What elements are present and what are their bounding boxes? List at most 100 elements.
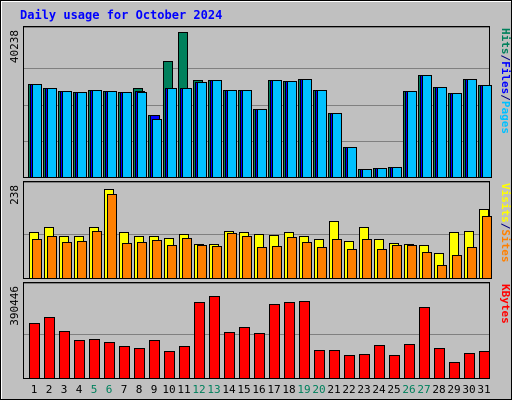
- bar-sites-1: [32, 239, 42, 279]
- x-label-27: 27: [417, 383, 430, 396]
- bar-sites-25: [392, 245, 402, 279]
- bar-kbytes-4: [74, 340, 85, 379]
- bar-kbytes-21: [329, 350, 340, 379]
- bar-kbytes-29: [449, 362, 460, 379]
- bar-sites-19: [302, 242, 312, 279]
- bar-sites-13: [212, 246, 222, 279]
- x-label-17: 17: [267, 383, 280, 396]
- bar-kbytes-18: [284, 302, 295, 379]
- x-label-12: 12: [192, 383, 205, 396]
- x-label-24: 24: [372, 383, 386, 396]
- bar-pages-30: [467, 79, 477, 178]
- bar-kbytes-16: [254, 333, 265, 379]
- bar-pages-10: [167, 88, 177, 178]
- legend-item: Files: [499, 61, 512, 94]
- x-label-29: 29: [447, 383, 460, 396]
- bar-kbytes-15: [239, 327, 250, 379]
- bar-kbytes-1: [29, 323, 40, 379]
- bar-sites-12: [197, 245, 207, 279]
- bar-sites-20: [317, 247, 327, 279]
- x-label-30: 30: [462, 383, 475, 396]
- bar-kbytes-6: [104, 342, 115, 379]
- bar-sites-9: [152, 240, 162, 279]
- bar-sites-16: [257, 247, 267, 279]
- bar-sites-7: [122, 243, 132, 279]
- x-label-4: 4: [76, 383, 83, 396]
- x-label-3: 3: [61, 383, 68, 396]
- bar-kbytes-23: [359, 354, 370, 379]
- bar-pages-29: [452, 93, 462, 178]
- bar-pages-24: [377, 168, 387, 178]
- bar-kbytes-22: [344, 355, 355, 379]
- bar-pages-27: [422, 75, 432, 178]
- bar-sites-15: [242, 236, 252, 279]
- x-label-18: 18: [282, 383, 295, 396]
- bar-pages-6: [107, 91, 117, 178]
- legend-visits-sites: Visits/Sites: [499, 183, 512, 263]
- bar-pages-8: [137, 92, 147, 178]
- x-label-23: 23: [357, 383, 370, 396]
- x-label-5: 5: [91, 383, 98, 396]
- bar-sites-18: [287, 237, 297, 279]
- bar-sites-3: [62, 242, 72, 279]
- bar-kbytes-27: [419, 307, 430, 379]
- x-label-10: 10: [162, 383, 175, 396]
- bar-sites-14: [227, 233, 237, 279]
- bar-kbytes-12: [194, 302, 205, 379]
- bar-kbytes-31: [479, 351, 490, 379]
- bar-pages-1: [32, 84, 42, 178]
- legend-item: Hits: [499, 28, 512, 55]
- bar-pages-23: [362, 169, 372, 178]
- x-label-13: 13: [207, 383, 220, 396]
- bar-kbytes-9: [149, 340, 160, 379]
- x-label-14: 14: [222, 383, 236, 396]
- bar-kbytes-5: [89, 339, 100, 379]
- bar-sites-29: [452, 255, 462, 279]
- bar-sites-23: [362, 239, 372, 279]
- bar-kbytes-13: [209, 296, 220, 379]
- bar-sites-31: [482, 216, 492, 279]
- bar-pages-14: [227, 90, 237, 178]
- bar-sites-2: [47, 236, 57, 279]
- x-label-6: 6: [106, 383, 113, 396]
- max-label-visits-sites: 238: [8, 185, 21, 205]
- legend-item: Sites: [499, 229, 512, 262]
- bars-kbytes: [29, 296, 490, 379]
- legend-item: Pages: [499, 101, 512, 134]
- x-label-20: 20: [312, 383, 325, 396]
- x-label-31: 31: [477, 383, 490, 396]
- legend-item: /: [499, 223, 512, 230]
- max-label-kbytes: 390446: [8, 286, 21, 326]
- chart-title: Daily usage for October 2024: [20, 8, 222, 22]
- panel-visits-sites: [23, 181, 492, 279]
- bar-pages-3: [62, 91, 72, 178]
- x-label-8: 8: [136, 383, 143, 396]
- bar-kbytes-24: [374, 345, 385, 379]
- x-label-9: 9: [151, 383, 158, 396]
- bar-pages-17: [272, 80, 282, 178]
- bar-kbytes-19: [299, 301, 310, 379]
- panels: [23, 26, 492, 379]
- bar-pages-31: [482, 85, 492, 178]
- x-label-16: 16: [252, 383, 265, 396]
- x-label-28: 28: [432, 383, 445, 396]
- panel-kbytes: [23, 282, 490, 379]
- bar-sites-27: [422, 252, 432, 279]
- bar-kbytes-8: [134, 348, 145, 379]
- bar-pages-26: [407, 91, 417, 178]
- x-label-2: 2: [46, 383, 53, 396]
- bar-kbytes-20: [314, 350, 325, 379]
- bar-sites-10: [167, 245, 177, 279]
- bar-pages-7: [122, 92, 132, 178]
- bar-kbytes-7: [119, 346, 130, 379]
- bar-pages-11: [182, 88, 192, 178]
- bar-kbytes-25: [389, 355, 400, 379]
- bar-pages-4: [77, 92, 87, 178]
- x-label-21: 21: [327, 383, 340, 396]
- legend-hits-files-pages: Hits/Files/Pages: [499, 28, 512, 134]
- x-label-25: 25: [387, 383, 400, 396]
- bar-pages-9: [152, 119, 162, 178]
- bar-pages-15: [242, 90, 252, 178]
- bar-kbytes-3: [59, 331, 70, 379]
